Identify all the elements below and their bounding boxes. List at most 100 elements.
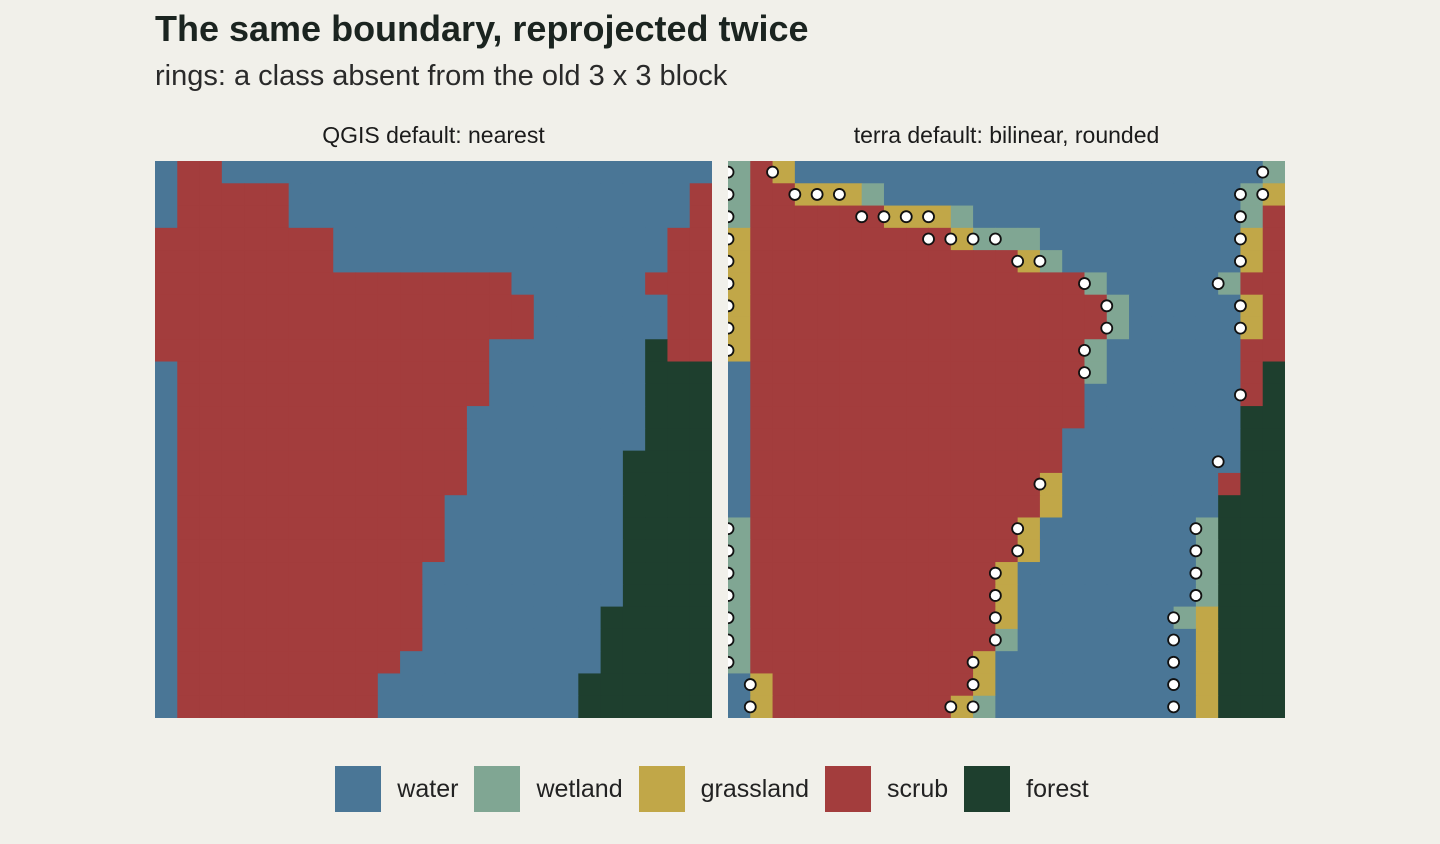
cell-water — [973, 205, 996, 229]
cell-scrub — [288, 517, 312, 541]
cell-scrub — [199, 383, 223, 407]
cell-water — [1129, 428, 1152, 452]
cell-grassland — [1017, 517, 1041, 541]
cell-scrub — [906, 628, 930, 652]
cell-forest — [689, 472, 712, 496]
cell-water — [1173, 361, 1197, 385]
cell-scrub — [244, 294, 267, 318]
cell-water — [1084, 651, 1108, 675]
cell-water — [155, 606, 178, 630]
cell-water — [556, 673, 579, 697]
cell-scrub — [489, 294, 513, 318]
cell-scrub — [839, 361, 863, 385]
cell-scrub — [839, 383, 863, 407]
cell-scrub — [839, 227, 863, 251]
cell-scrub — [422, 450, 446, 474]
cell-scrub — [400, 606, 423, 630]
novel-class-ring — [728, 522, 735, 536]
cell-scrub — [199, 495, 223, 519]
cell-scrub — [839, 294, 863, 318]
cell-scrub — [1017, 406, 1041, 429]
cell-scrub — [794, 205, 818, 229]
cell-scrub — [221, 495, 245, 519]
cell-water — [1195, 250, 1219, 273]
cell-water — [928, 183, 952, 207]
cell-forest — [622, 673, 646, 697]
cell-water — [377, 227, 401, 251]
cell-water — [1151, 316, 1175, 340]
cell-scrub — [377, 406, 401, 429]
cell-grassland — [973, 651, 996, 675]
cell-scrub — [221, 272, 245, 296]
cell-scrub — [333, 472, 357, 496]
cell-water — [1039, 584, 1063, 608]
cell-scrub — [199, 628, 223, 652]
cell-water — [400, 695, 423, 718]
cell-water — [489, 562, 513, 585]
novel-class-ring — [743, 678, 757, 691]
novel-class-ring — [1167, 700, 1180, 714]
cell-water — [1173, 339, 1197, 363]
cell-scrub — [750, 250, 774, 273]
cell-scrub — [883, 339, 907, 363]
cell-water — [466, 495, 490, 519]
cell-water — [422, 606, 446, 630]
cell-grassland — [750, 673, 774, 697]
cell-scrub — [355, 539, 379, 563]
cell-scrub — [355, 406, 379, 429]
cell-scrub — [750, 361, 774, 385]
cell-forest — [600, 673, 624, 697]
cell-water — [466, 428, 490, 452]
cell-scrub — [906, 450, 930, 474]
cell-water — [377, 250, 401, 273]
cell-scrub — [995, 472, 1019, 496]
cell-scrub — [750, 205, 774, 229]
novel-class-ring — [1167, 655, 1180, 669]
cell-forest — [578, 695, 602, 718]
cell-water — [1151, 406, 1175, 429]
cell-scrub — [266, 695, 290, 718]
cell-scrub — [199, 227, 223, 251]
cell-water — [556, 539, 579, 563]
cell-wetland — [1240, 183, 1264, 207]
cell-scrub — [199, 316, 223, 340]
cell-water — [1173, 161, 1197, 184]
novel-class-ring — [1167, 633, 1180, 647]
cell-water — [1173, 673, 1197, 697]
cell-scrub — [689, 272, 712, 296]
cell-water — [533, 472, 557, 496]
novel-class-ring — [988, 232, 1002, 246]
cell-scrub — [177, 606, 201, 630]
cell-scrub — [995, 495, 1019, 519]
cell-water — [511, 562, 535, 585]
cell-forest — [667, 361, 691, 385]
cell-water — [489, 584, 513, 608]
cell-water — [1173, 383, 1197, 407]
cell-water — [1106, 539, 1130, 563]
cell-water — [400, 205, 423, 229]
cell-scrub — [377, 294, 401, 318]
cell-scrub — [400, 406, 423, 429]
cell-water — [489, 361, 513, 385]
legend-label-wetland: wetland — [536, 774, 623, 803]
cell-scrub — [750, 161, 774, 184]
cell-water — [883, 161, 907, 184]
cell-water — [622, 294, 646, 318]
cell-water — [556, 606, 579, 630]
cell-scrub — [377, 383, 401, 407]
cell-scrub — [750, 562, 774, 585]
cell-scrub — [422, 406, 446, 429]
cell-scrub — [928, 294, 952, 318]
cell-scrub — [444, 450, 468, 474]
cell-scrub — [444, 294, 468, 318]
cell-scrub — [266, 294, 290, 318]
cell-water — [600, 517, 624, 541]
cell-water — [1195, 161, 1219, 184]
cell-water — [1218, 383, 1242, 407]
cell-water — [600, 584, 624, 608]
cell-scrub — [906, 361, 930, 385]
cell-scrub — [883, 539, 907, 563]
cell-forest — [689, 606, 712, 630]
cell-scrub — [973, 361, 996, 385]
cell-forest — [1218, 495, 1242, 519]
